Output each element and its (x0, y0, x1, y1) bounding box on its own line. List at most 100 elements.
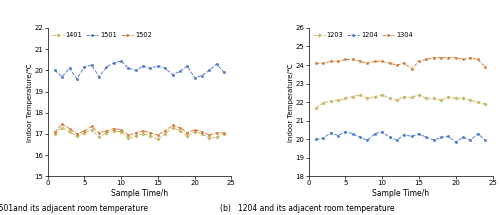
Text: (a)   1501and its adjacent room temperature: (a) 1501and its adjacent room temperatur… (0, 204, 148, 213)
1501 (126, 67, 132, 69)
1501 (170, 73, 175, 76)
1304 (416, 60, 422, 63)
1401 (96, 136, 102, 138)
1304 (482, 66, 488, 68)
1203 (446, 95, 452, 98)
1204 (386, 136, 392, 139)
1304 (372, 60, 378, 63)
1203 (335, 99, 341, 101)
1204 (328, 131, 334, 134)
Y-axis label: Indoor Temperature/℃: Indoor Temperature/℃ (27, 63, 33, 141)
Legend: 1203, 1204, 1304: 1203, 1204, 1304 (312, 31, 414, 39)
1401 (104, 132, 110, 134)
1203 (408, 96, 414, 99)
X-axis label: Sample Time/h: Sample Time/h (372, 189, 429, 198)
1204 (408, 135, 414, 138)
1204 (446, 135, 452, 138)
1203 (379, 94, 385, 96)
1501 (140, 65, 146, 67)
1401 (177, 129, 183, 132)
1501 (192, 77, 198, 79)
1501 (155, 65, 161, 67)
1502 (184, 132, 190, 134)
1501 (221, 71, 227, 74)
1204 (394, 139, 400, 141)
1203 (328, 100, 334, 103)
1203 (386, 97, 392, 100)
1304 (446, 56, 452, 59)
1304 (328, 60, 334, 63)
1501 (118, 60, 124, 62)
1401 (133, 135, 139, 137)
1304 (468, 56, 473, 59)
1501 (66, 67, 72, 69)
1502 (214, 132, 220, 134)
1501 (133, 69, 139, 72)
1502 (88, 125, 94, 128)
1502 (140, 129, 146, 132)
1401 (199, 133, 205, 135)
1502 (221, 132, 227, 134)
1501 (74, 78, 80, 80)
Line: 1203: 1203 (314, 94, 486, 109)
1401 (82, 132, 87, 134)
1204 (452, 141, 458, 143)
1501 (110, 62, 116, 64)
1501 (199, 74, 205, 77)
1501 (59, 75, 65, 78)
1501 (177, 70, 183, 73)
Line: 1401: 1401 (54, 126, 226, 140)
1304 (313, 62, 319, 64)
1203 (401, 95, 407, 98)
1501 (214, 63, 220, 65)
1304 (379, 60, 385, 63)
1401 (206, 137, 212, 140)
1203 (416, 94, 422, 96)
1203 (357, 94, 363, 96)
1304 (401, 62, 407, 64)
Line: 1501: 1501 (54, 60, 226, 80)
1204 (430, 139, 436, 141)
1401 (221, 133, 227, 135)
1502 (148, 132, 154, 134)
1502 (199, 131, 205, 133)
1501 (82, 66, 87, 68)
1502 (59, 123, 65, 126)
Line: 1304: 1304 (314, 56, 486, 70)
1203 (438, 99, 444, 101)
1203 (468, 99, 473, 101)
1304 (438, 56, 444, 59)
1304 (342, 58, 348, 61)
1203 (350, 95, 356, 98)
1502 (74, 133, 80, 135)
1304 (460, 58, 466, 61)
Y-axis label: Indoor Temperature/℃: Indoor Temperature/℃ (288, 63, 294, 141)
1401 (214, 136, 220, 138)
1502 (96, 132, 102, 134)
1401 (162, 133, 168, 135)
1203 (452, 97, 458, 100)
1401 (140, 133, 146, 135)
1204 (482, 139, 488, 141)
Legend: 1401, 1501, 1502: 1401, 1501, 1502 (51, 31, 152, 39)
1203 (424, 97, 430, 100)
1401 (110, 129, 116, 132)
1304 (364, 62, 370, 64)
1502 (162, 129, 168, 132)
1204 (342, 131, 348, 133)
Line: 1204: 1204 (314, 131, 486, 143)
X-axis label: Sample Time/h: Sample Time/h (111, 189, 168, 198)
1203 (364, 97, 370, 100)
1401 (52, 133, 58, 135)
1401 (170, 126, 175, 129)
1304 (430, 56, 436, 59)
1304 (350, 58, 356, 61)
1502 (82, 129, 87, 132)
1203 (372, 95, 378, 98)
1401 (155, 138, 161, 141)
1502 (118, 128, 124, 131)
1401 (148, 135, 154, 137)
1203 (320, 102, 326, 104)
1304 (320, 62, 326, 64)
1204 (372, 132, 378, 135)
